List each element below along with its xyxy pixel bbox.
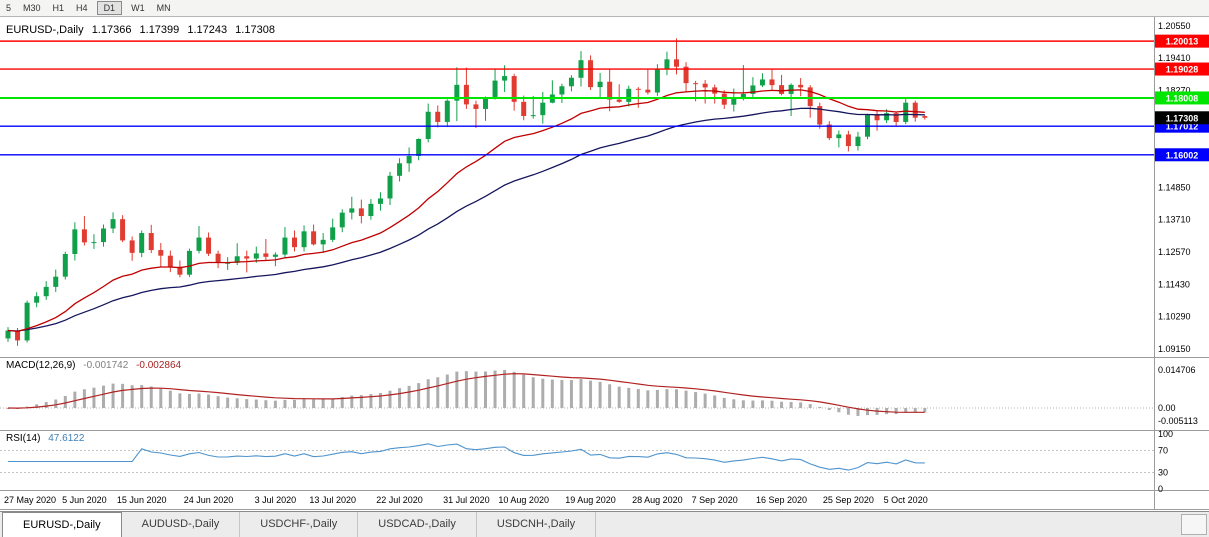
timeframe-button-H1[interactable]: H1	[52, 2, 65, 13]
rsi-axis-tick: 30	[1158, 468, 1168, 478]
close-value: 1.17308	[235, 24, 275, 36]
price-level-badge-bg	[1155, 111, 1209, 125]
price-axis-tick: 1.11430	[1158, 279, 1190, 289]
date-label: 3 Jul 2020	[255, 495, 297, 505]
chart-tab-USDCNH[interactable]: USDCNH-,Daily	[476, 512, 597, 537]
macd-name: MACD(12,26,9)	[6, 360, 76, 371]
macd-axis-tick: -0.005113	[1158, 416, 1198, 426]
price-level-badge: 1.16002	[1166, 150, 1199, 160]
date-label: 28 Aug 2020	[632, 495, 683, 505]
date-label: 16 Sep 2020	[756, 495, 807, 505]
rsi-axis-tick: 0	[1158, 484, 1163, 494]
timeframe-button-M30[interactable]: M30	[23, 2, 41, 13]
rsi-panel: 100 70 30 0	[0, 429, 1173, 494]
panel-separators	[0, 16, 1209, 510]
price-level-badge: 1.20013	[1166, 37, 1199, 47]
ma-slow-line	[7, 107, 925, 332]
ma-fast-line	[7, 89, 925, 333]
chart-tab-AUDUSD[interactable]: AUDUSD-,Daily	[121, 512, 241, 537]
date-label: 24 Jun 2020	[184, 495, 234, 505]
price-axis-tick: 1.09150	[1158, 344, 1191, 354]
macd-panel: 0.014706 0.00 -0.005113	[0, 365, 1198, 426]
price-level-lines[interactable]	[0, 40, 1154, 156]
macd-main-value: -0.001742	[83, 360, 129, 371]
price-axis-tick: 1.10290	[1158, 312, 1191, 322]
low-value: 1.17243	[187, 24, 228, 36]
timeframe-button-D1[interactable]: D1	[96, 1, 123, 15]
rsi-line	[8, 443, 925, 471]
price-axis-tick: 1.13710	[1158, 215, 1191, 225]
price-level-badge-bg	[1155, 91, 1209, 105]
rsi-axis-tick: 70	[1158, 446, 1168, 456]
date-label: 13 Jul 2020	[309, 495, 356, 505]
price-level-badge: 1.17012	[1166, 122, 1199, 132]
high-value: 1.17399	[139, 24, 180, 36]
macd-panel-title: MACD(12,26,9) -0.001742 -0.002864	[6, 360, 186, 371]
macd-signal-value: -0.002864	[136, 360, 182, 371]
timeframe-button-MN[interactable]: MN	[156, 2, 171, 13]
macd-axis-tick: 0.014706	[1158, 365, 1196, 375]
rsi-name: RSI(14)	[6, 433, 41, 444]
price-level-badge: 1.19028	[1166, 65, 1199, 75]
price-axis-tick: 1.14850	[1158, 182, 1191, 192]
price-level-badge-bg	[1155, 148, 1209, 162]
date-label: 22 Jul 2020	[376, 495, 423, 505]
candles[interactable]	[5, 38, 928, 346]
price-level-badge: 1.18008	[1166, 93, 1199, 103]
chart-tab-USDCHF[interactable]: USDCHF-,Daily	[240, 512, 359, 537]
chart-tab-EURUSD[interactable]: EURUSD-,Daily	[2, 512, 122, 537]
chart-tab-USDCAD[interactable]: USDCAD-,Daily	[358, 512, 477, 537]
date-label: 27 May 2020	[4, 495, 56, 505]
open-value: 1.17366	[91, 24, 132, 36]
price-level-badge-bg	[1155, 62, 1209, 76]
symbol-timeframe-label: EURUSD-,Daily	[6, 24, 84, 36]
date-label: 31 Jul 2020	[443, 495, 490, 505]
date-label: 10 Aug 2020	[498, 495, 549, 505]
price-axis-tick: 1.19410	[1158, 53, 1191, 63]
timeframe-button-H4[interactable]: H4	[76, 2, 88, 13]
price-axis-tick: 1.20550	[1158, 21, 1191, 31]
tab-strip-scroll-corner[interactable]	[1181, 514, 1207, 535]
rsi-panel-title: RSI(14) 47.6122	[6, 433, 89, 444]
price-axis: 1.20550 1.19410 1.18270 1.14850 1.13710 1.125…	[1158, 21, 1191, 354]
macd-axis-tick: 0.00	[1158, 403, 1176, 413]
date-label: 5 Jun 2020	[62, 495, 107, 505]
rsi-value: 47.6122	[48, 433, 85, 444]
price-level-badge: 1.17308	[1166, 113, 1199, 123]
time-axis: 27 May 2020 5 Jun 2020 15 Jun 2020 24 Jun 2…	[4, 495, 928, 505]
date-label: 5 Oct 2020	[884, 495, 928, 505]
timeframe-button-W1[interactable]: W1	[131, 2, 145, 13]
ohlc-readout: EURUSD-,Daily 1.17366 1.17399 1.17243 1.…	[6, 24, 280, 36]
date-label: 7 Sep 2020	[692, 495, 738, 505]
timeframe-button-5[interactable]: 5	[6, 2, 12, 13]
price-axis-badges: 1.20013 1.19028 1.18008 1.17012 1.16002 1.173…	[1155, 34, 1209, 162]
price-axis-tick: 1.12570	[1158, 247, 1191, 257]
date-label: 15 Jun 2020	[117, 495, 167, 505]
timeframe-toolbar: 5 M30 H1 H4 D1 W1 MN	[0, 0, 1209, 17]
macd-signal-line	[7, 373, 925, 413]
price-level-badge-bg	[1155, 34, 1209, 48]
price-axis-tick: 1.18270	[1158, 86, 1191, 96]
rsi-axis-tick: 100	[1158, 429, 1173, 439]
date-label: 19 Aug 2020	[565, 495, 616, 505]
chart-tab-bar: EURUSD-,Daily AUDUSD-,Daily USDCHF-,Daily U…	[0, 511, 1209, 537]
date-label: 25 Sep 2020	[823, 495, 874, 505]
